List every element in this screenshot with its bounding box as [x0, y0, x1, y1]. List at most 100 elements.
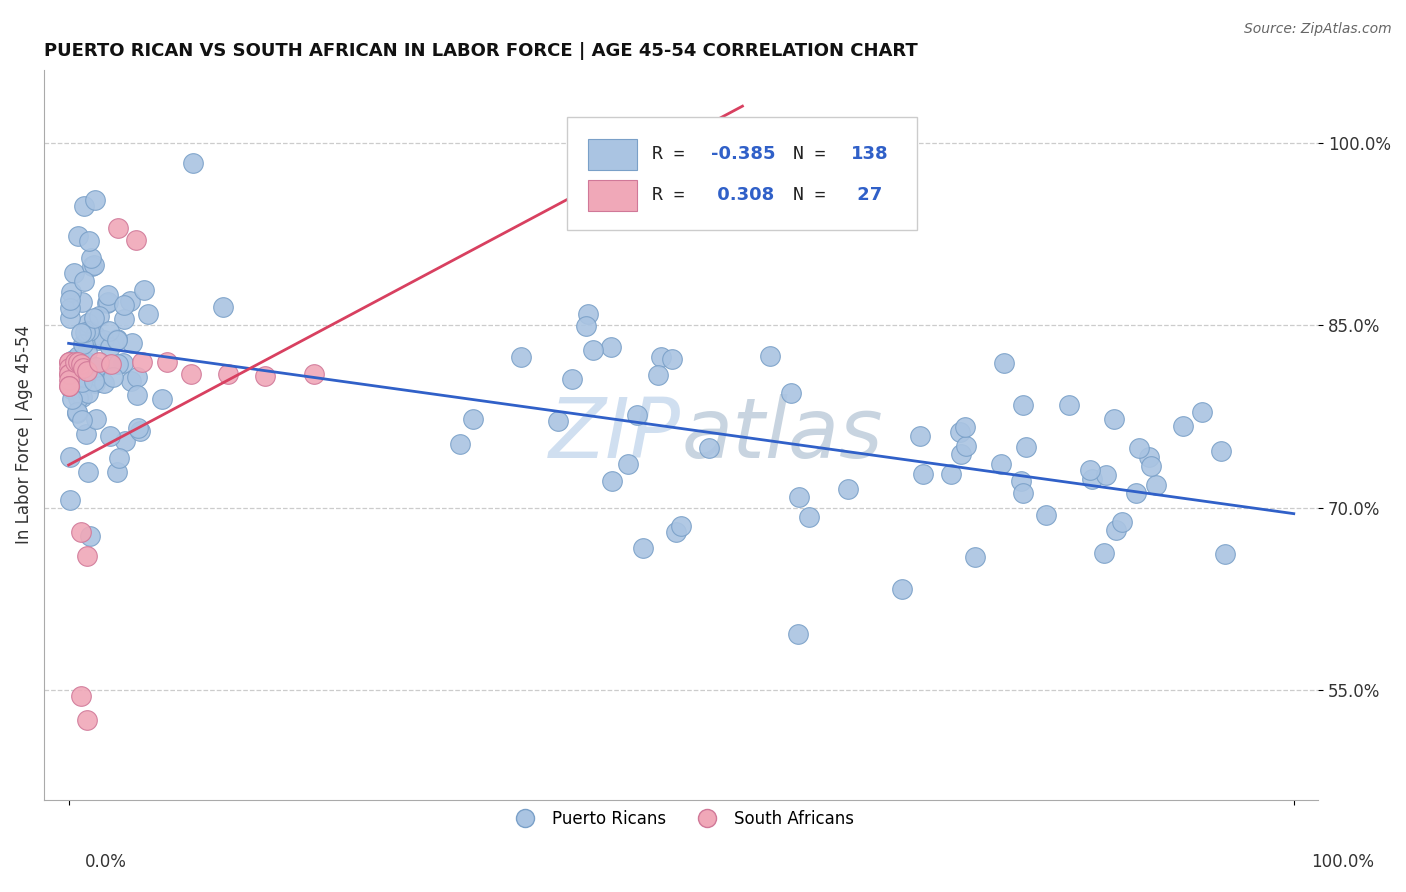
Text: N =: N =: [793, 186, 837, 204]
Point: [75, 426, 97, 441]
Point: [72, 337, 94, 351]
Point: [1137, 450, 1160, 464]
Point: [76, 385, 98, 400]
Text: 0.308: 0.308: [710, 186, 773, 204]
Point: [70, 295, 93, 310]
Point: [72, 360, 94, 375]
Point: [75, 355, 97, 369]
Point: [600, 474, 623, 488]
Text: 0.0%: 0.0%: [84, 853, 127, 871]
Point: [180, 367, 202, 381]
Point: [669, 519, 692, 533]
Text: Source: ZipAtlas.com: Source: ZipAtlas.com: [1244, 22, 1392, 37]
Point: [120, 374, 142, 388]
Point: [302, 367, 325, 381]
Point: [697, 442, 720, 456]
Point: [76, 364, 98, 378]
Point: [1057, 398, 1080, 412]
Point: [131, 354, 153, 368]
Point: [96, 296, 118, 310]
Point: [69, 353, 91, 368]
Point: [787, 490, 810, 504]
Point: [1015, 441, 1038, 455]
Point: [58, 379, 80, 393]
Point: [58, 373, 80, 387]
Point: [129, 424, 152, 438]
Point: [66, 405, 89, 419]
Point: [89, 354, 111, 368]
Text: R =: R =: [652, 145, 696, 163]
Text: PUERTO RICAN VS SOUTH AFRICAN IN LABOR FORCE | AGE 45-54 CORRELATION CHART: PUERTO RICAN VS SOUTH AFRICAN IN LABOR F…: [44, 42, 918, 60]
Point: [1171, 419, 1194, 434]
Point: [105, 465, 128, 479]
Point: [73, 325, 96, 339]
Point: [80, 251, 103, 265]
Point: [561, 372, 583, 386]
Point: [76, 465, 98, 479]
FancyBboxPatch shape: [567, 117, 917, 230]
Text: 100.0%: 100.0%: [1312, 853, 1374, 871]
Text: atlas: atlas: [681, 394, 883, 475]
Point: [661, 352, 683, 367]
Point: [647, 368, 669, 383]
Point: [1102, 412, 1125, 426]
Point: [1213, 547, 1236, 561]
Point: [650, 350, 672, 364]
Point: [911, 467, 934, 482]
Point: [66, 406, 89, 420]
Point: [156, 354, 179, 368]
Point: [100, 357, 122, 371]
Point: [70, 413, 93, 427]
Point: [70, 375, 93, 389]
Point: [80, 260, 103, 274]
Point: [76, 714, 98, 728]
Point: [576, 308, 599, 322]
Point: [66, 391, 89, 405]
Point: [66, 228, 89, 243]
Point: [799, 510, 821, 524]
Point: [181, 155, 204, 169]
Point: [547, 414, 569, 428]
Point: [449, 437, 471, 451]
Point: [79, 529, 101, 543]
Point: [1128, 441, 1150, 455]
Point: [665, 524, 688, 539]
Point: [1095, 468, 1118, 483]
Point: [66, 349, 89, 363]
Point: [59, 359, 82, 373]
Point: [1140, 458, 1163, 473]
Legend: Puerto Ricans, South Africans: Puerto Ricans, South Africans: [502, 804, 860, 835]
Text: -0.385: -0.385: [710, 145, 775, 163]
Point: [112, 356, 135, 370]
Point: [87, 333, 110, 347]
Point: [98, 324, 121, 338]
Point: [150, 392, 173, 406]
Point: [1011, 398, 1033, 412]
Point: [69, 326, 91, 340]
Point: [125, 233, 148, 247]
Point: [217, 367, 239, 381]
Point: [631, 541, 654, 556]
Point: [509, 351, 531, 365]
Point: [990, 458, 1012, 472]
Point: [949, 425, 972, 440]
Point: [758, 349, 780, 363]
Point: [908, 429, 931, 443]
Point: [77, 316, 100, 330]
Point: [59, 382, 82, 396]
Point: [1035, 508, 1057, 523]
Point: [62, 353, 84, 368]
Point: [62, 266, 84, 280]
Point: [87, 309, 110, 323]
FancyBboxPatch shape: [588, 180, 637, 211]
Point: [83, 258, 105, 272]
Point: [136, 307, 159, 321]
Text: ZIP: ZIP: [550, 394, 681, 475]
FancyBboxPatch shape: [588, 139, 637, 169]
Point: [132, 283, 155, 297]
Point: [114, 434, 136, 449]
Point: [72, 390, 94, 404]
Point: [837, 482, 859, 496]
Point: [84, 359, 107, 374]
Point: [1144, 478, 1167, 492]
